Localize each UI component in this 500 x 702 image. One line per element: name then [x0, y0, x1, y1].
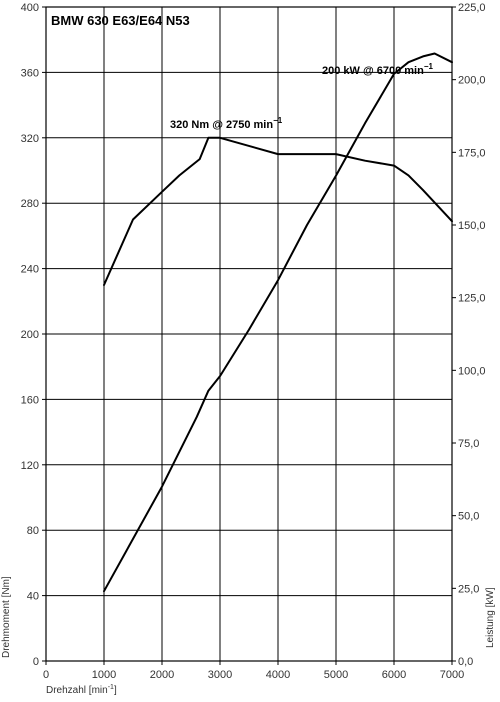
y-right-tick-label: 150,0 — [458, 220, 486, 232]
y-right-tick-label: 100,0 — [458, 365, 486, 377]
annotation-peak-torque: 320 Nm @ 2750 min−1 — [170, 116, 283, 131]
x-tick-label: 7000 — [440, 669, 464, 681]
x-tick-label: 5000 — [324, 669, 348, 681]
y-left-tick-label: 120 — [21, 460, 39, 472]
chart-title: BMW 630 E63/E64 N53 — [51, 13, 190, 28]
x-axis-title: Drehzahl [min-1] — [46, 684, 117, 696]
x-tick-label: 4000 — [266, 669, 290, 681]
x-tick-label: 3000 — [208, 669, 232, 681]
x-tick-label: 2000 — [150, 669, 174, 681]
y-right-tick-label: 25,0 — [458, 583, 479, 595]
y-left-tick-label: 240 — [21, 264, 39, 276]
torque-curve-line — [103, 136, 453, 286]
y-left-tick-label: 400 — [21, 2, 39, 14]
y-left-tick-label: 0 — [33, 656, 39, 668]
grid-layer — [46, 7, 452, 661]
y-right-tick-label: 125,0 — [458, 293, 486, 305]
y-right-tick-label: 175,0 — [458, 147, 486, 159]
x-tick-label: 0 — [43, 669, 49, 681]
y-left-tick-label: 200 — [21, 329, 39, 341]
x-tick-label: 1000 — [92, 669, 116, 681]
y-left-tick-label: 280 — [21, 198, 39, 210]
x-tick-label: 6000 — [382, 669, 406, 681]
y-left-tick-label: 80 — [27, 525, 39, 537]
series-layer — [103, 52, 453, 593]
y-left-axis-title: Drehmoment [Nm] — [1, 576, 12, 658]
annotation-peak-power: 200 kW @ 6700 min−1 — [322, 62, 434, 77]
y-left-tick-label: 40 — [27, 591, 39, 603]
power-curve-line — [103, 52, 453, 593]
y-right-tick-label: 225,0 — [458, 2, 486, 14]
y-right-tick-label: 50,0 — [458, 511, 479, 523]
y-left-tick-label: 360 — [21, 67, 39, 79]
y-right-tick-label: 200,0 — [458, 75, 486, 87]
y-left-tick-label: 160 — [21, 394, 39, 406]
tick-layer: 0 1000 2000 3000 4000 5000 6000 7000 0 40 80 120 160… — [21, 2, 486, 681]
y-right-axis-title: Leistung [kW] — [485, 587, 496, 648]
y-left-tick-label: 320 — [21, 133, 39, 145]
y-right-tick-label: 75,0 — [458, 438, 479, 450]
y-right-tick-label: 0,0 — [458, 656, 473, 668]
